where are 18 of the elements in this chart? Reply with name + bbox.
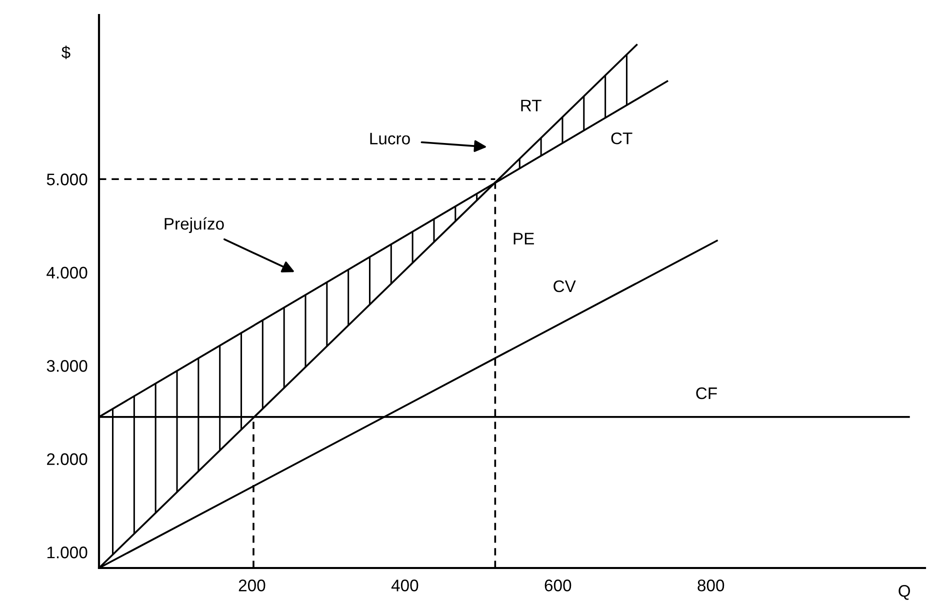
- annotation: Prejuízo: [164, 217, 224, 234]
- series-label: RT: [521, 100, 542, 112]
- x-tick-label: 600: [544, 580, 572, 592]
- annotation: Lucro: [370, 132, 410, 144]
- series-label: CT: [611, 132, 632, 144]
- series-label: CV: [554, 280, 576, 292]
- y-tick-label: 3.000: [46, 360, 88, 372]
- y-axis-title: $: [62, 46, 70, 60]
- series-label: CF: [696, 387, 717, 400]
- y-tick-label: 4.000: [46, 266, 88, 279]
- y-tick-label: 2.000: [47, 453, 88, 466]
- y-tick-label: 1.000: [47, 546, 88, 558]
- y-tick-label: 5.000: [46, 174, 88, 186]
- x-tick-label: 400: [391, 580, 418, 592]
- annotation: PE: [514, 232, 534, 244]
- x-tick-label: 800: [698, 580, 724, 592]
- x-tick-label: 200: [238, 580, 266, 592]
- x-axis-title: Q: [898, 585, 910, 600]
